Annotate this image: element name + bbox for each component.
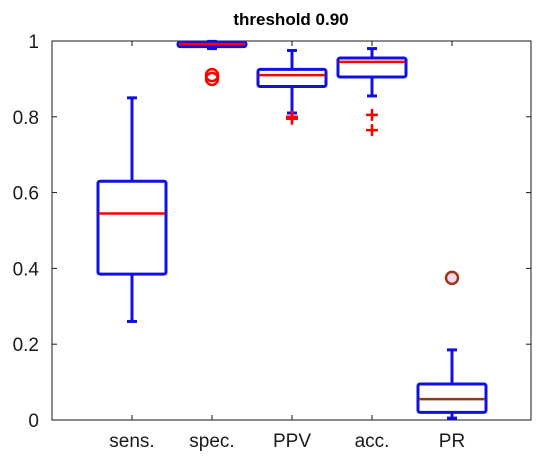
y-tick-label: 0.8 — [13, 108, 39, 129]
x-tick-label: PPV — [273, 431, 311, 452]
x-tick-label: spec. — [189, 431, 234, 452]
outlier-point — [204, 71, 220, 87]
chart-title: threshold 0.90 — [233, 10, 348, 29]
y-tick-label: 0.2 — [13, 335, 39, 356]
plot-area: 0 0.2 0.4 0.6 0.8 1 sens. spec. PPV acc. PR — [13, 32, 532, 452]
box — [256, 67, 328, 88]
x-tick-label: sens. — [109, 431, 154, 452]
outlier-point — [444, 270, 460, 286]
y-tick-label: 1 — [28, 32, 39, 53]
outlier-point — [286, 112, 298, 125]
outlier-point — [366, 108, 378, 121]
outlier-point — [366, 124, 378, 137]
box — [336, 56, 408, 79]
box — [96, 179, 168, 276]
x-tick-label: PR — [439, 431, 465, 452]
box — [176, 40, 248, 49]
box — [416, 382, 488, 414]
x-tick-label: acc. — [355, 431, 390, 452]
y-tick-label: 0.6 — [13, 184, 39, 205]
y-tick-label: 0 — [28, 411, 39, 432]
y-tick-label: 0.4 — [13, 259, 40, 280]
